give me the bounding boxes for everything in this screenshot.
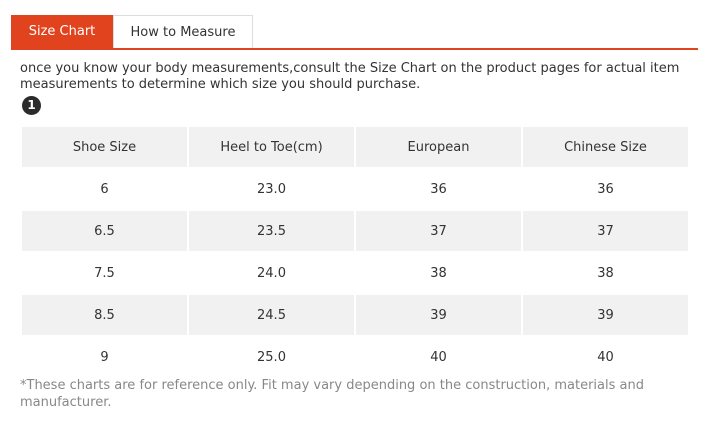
tab-size-chart[interactable]: Size Chart xyxy=(11,15,113,48)
table-row: 7.5 24.0 38 38 xyxy=(22,253,688,293)
column-header-shoe-size: Shoe Size xyxy=(22,127,187,167)
cell-european: 40 xyxy=(356,337,521,377)
table-row: 9 25.0 40 40 xyxy=(22,337,688,377)
cell-heel-to-toe: 23.5 xyxy=(189,211,354,251)
cell-shoe-size: 6.5 xyxy=(22,211,187,251)
table-row: 6 23.0 36 36 xyxy=(22,169,688,209)
cell-heel-to-toe: 23.0 xyxy=(189,169,354,209)
cell-chinese-size: 38 xyxy=(523,253,688,293)
column-header-heel-to-toe: Heel to Toe(cm) xyxy=(189,127,354,167)
cell-chinese-size: 36 xyxy=(523,169,688,209)
cell-chinese-size: 40 xyxy=(523,337,688,377)
size-chart-table: Shoe Size Heel to Toe(cm) European Chine… xyxy=(20,125,690,379)
cell-shoe-size: 9 xyxy=(22,337,187,377)
column-header-european: European xyxy=(356,127,521,167)
table-row: 6.5 23.5 37 37 xyxy=(22,211,688,251)
column-header-chinese-size: Chinese Size xyxy=(523,127,688,167)
intro-text: once you know your body measurements,con… xyxy=(20,61,680,92)
table-row: 8.5 24.5 39 39 xyxy=(22,295,688,335)
disclaimer-footnote: *These charts are for reference only. Fi… xyxy=(20,378,644,410)
cell-heel-to-toe: 24.0 xyxy=(189,253,354,293)
cell-european: 36 xyxy=(356,169,521,209)
table-header-row: Shoe Size Heel to Toe(cm) European Chine… xyxy=(22,127,688,167)
cell-european: 39 xyxy=(356,295,521,335)
cell-chinese-size: 37 xyxy=(523,211,688,251)
cell-heel-to-toe: 24.5 xyxy=(189,295,354,335)
cell-shoe-size: 7.5 xyxy=(22,253,187,293)
cell-european: 37 xyxy=(356,211,521,251)
tab-bar: Size Chart How to Measure xyxy=(11,15,698,50)
cell-shoe-size: 8.5 xyxy=(22,295,187,335)
step-number-badge: 1 xyxy=(22,96,41,115)
cell-chinese-size: 39 xyxy=(523,295,688,335)
cell-shoe-size: 6 xyxy=(22,169,187,209)
cell-european: 38 xyxy=(356,253,521,293)
cell-heel-to-toe: 25.0 xyxy=(189,337,354,377)
tab-how-to-measure[interactable]: How to Measure xyxy=(113,15,253,48)
